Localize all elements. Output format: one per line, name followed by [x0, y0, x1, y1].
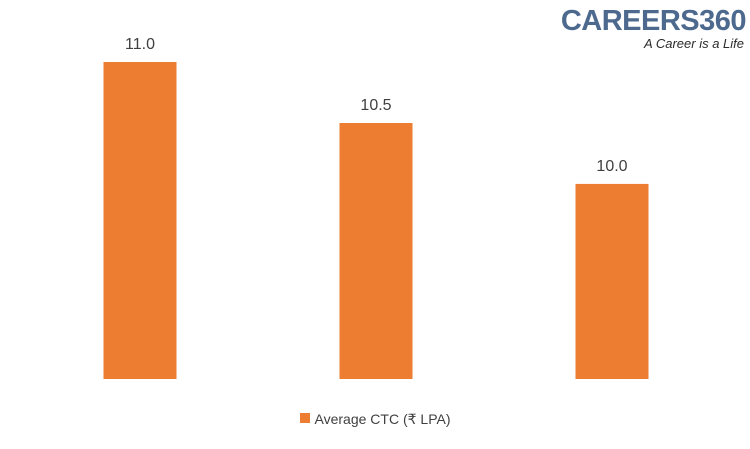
bar-2: [339, 123, 413, 379]
bar-3: [575, 183, 649, 379]
chart-legend: Average CTC (₹ LPA): [0, 410, 750, 428]
data-labels-layer: 11.0 10.5 10.0: [125, 36, 628, 175]
legend-label: Average CTC (₹ LPA): [314, 410, 451, 427]
data-label-3: 10.0: [596, 158, 627, 175]
legend-swatch: [299, 413, 310, 424]
bar-1: [103, 62, 177, 379]
bars-layer: [103, 62, 649, 379]
careers360-logo: CAREERS360 A Career is a Life: [560, 5, 747, 52]
logo-wordmark: CAREERS360: [560, 5, 747, 37]
data-label-1: 11.0: [125, 36, 155, 53]
logo-tagline: A Career is a Life: [644, 36, 744, 51]
data-label-2: 10.5: [360, 97, 391, 114]
